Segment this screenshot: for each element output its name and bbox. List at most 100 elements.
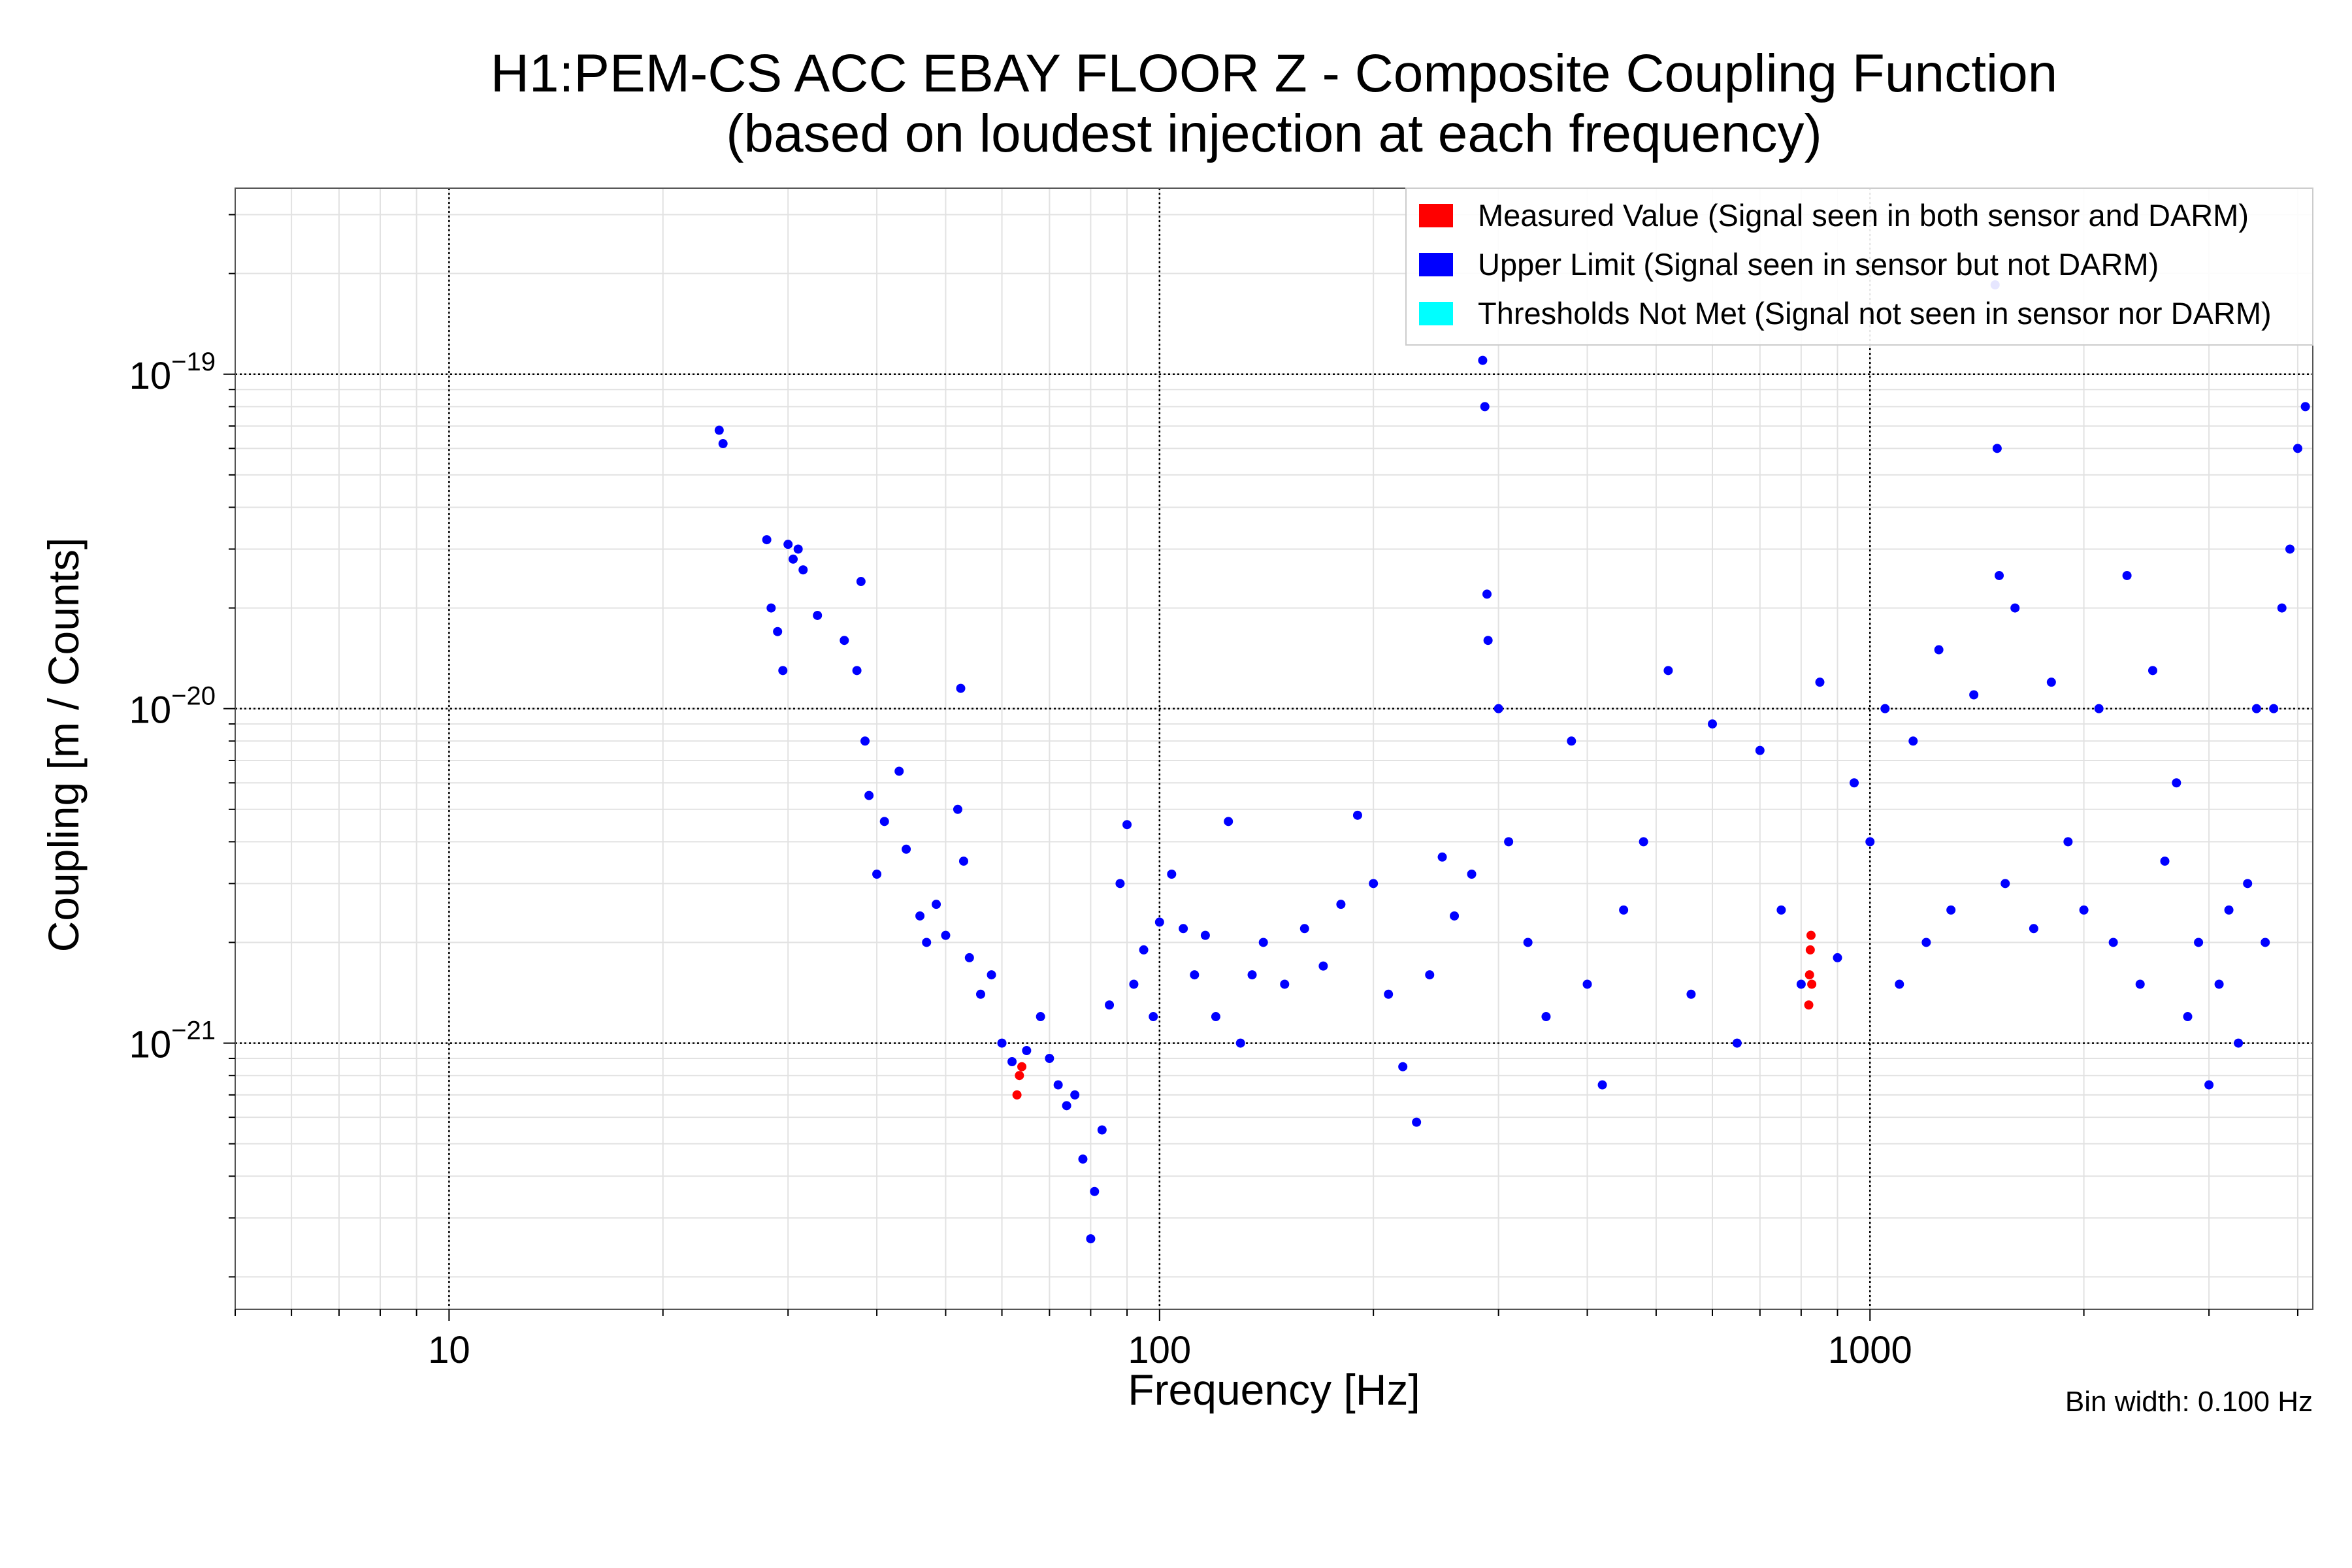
legend-swatch-measured — [1419, 204, 1453, 227]
chart-title-line-2: (based on loudest injection at each freq… — [726, 104, 1822, 163]
data-point — [2243, 879, 2253, 889]
grid-lines — [235, 188, 2313, 1309]
data-point — [1070, 1090, 1080, 1100]
data-point — [1483, 636, 1493, 645]
data-point — [1833, 953, 1842, 962]
data-point — [718, 439, 728, 449]
data-point — [1776, 905, 1786, 915]
data-point — [1086, 1234, 1096, 1244]
data-point — [1022, 1045, 1032, 1055]
x-tick-label: 1000 — [1828, 1329, 1912, 1371]
data-point — [1946, 905, 1956, 915]
data-point — [1523, 938, 1533, 947]
data-point — [1865, 837, 1875, 847]
data-point — [2122, 570, 2132, 580]
data-point — [852, 666, 862, 676]
data-point — [2160, 857, 2170, 866]
data-point — [778, 666, 788, 676]
data-point — [1012, 1090, 1022, 1100]
data-point — [1015, 1071, 1024, 1081]
data-point — [2234, 1038, 2244, 1048]
data-point — [1167, 869, 1177, 879]
data-point — [1336, 900, 1346, 909]
legend: Measured Value (Signal seen in both sens… — [1405, 188, 2313, 346]
data-point — [1895, 979, 1904, 989]
data-point — [2285, 544, 2295, 554]
y-tick-label: 10−20 — [129, 682, 216, 732]
data-point — [1969, 690, 1979, 700]
data-point — [2108, 938, 2118, 947]
data-point — [2079, 905, 2089, 915]
data-point — [1097, 1125, 1107, 1135]
data-point — [1597, 1080, 1607, 1090]
data-point — [1105, 1000, 1115, 1010]
data-point — [2300, 402, 2310, 412]
data-point — [1934, 645, 1944, 655]
data-point — [1850, 778, 1859, 788]
data-point — [2010, 603, 2020, 613]
y-tick-label: 10−19 — [129, 348, 216, 397]
data-point — [1805, 970, 1814, 980]
data-point — [1921, 938, 1931, 947]
data-point — [1139, 945, 1149, 955]
data-point — [1017, 1062, 1027, 1071]
x-axis-label: Frequency [Hz] — [1128, 1365, 1420, 1414]
data-point — [1480, 402, 1490, 412]
data-point — [964, 953, 974, 962]
data-point — [872, 869, 882, 879]
data-point — [864, 791, 874, 800]
data-point — [2214, 979, 2224, 989]
data-point — [958, 857, 968, 866]
data-point — [1190, 970, 1200, 980]
data-point — [1062, 1101, 1071, 1111]
data-point — [1804, 1000, 1814, 1010]
data-point — [1805, 945, 1815, 955]
chart-title-line-1: H1:PEM-CS ACC EBAY FLOOR Z - Composite C… — [491, 44, 2058, 103]
data-point — [894, 766, 904, 776]
data-point — [860, 736, 870, 746]
x-axis-ticks: 10 100 1000 — [235, 1309, 2298, 1371]
data-point — [1619, 905, 1629, 915]
data-point — [1036, 1012, 1045, 1022]
data-point — [1806, 930, 1816, 940]
data-point — [2277, 603, 2287, 613]
data-point — [1467, 869, 1477, 879]
data-point — [941, 930, 951, 940]
legend-swatch-upper-limit — [1419, 253, 1453, 276]
data-point — [1994, 570, 2004, 580]
data-point — [2183, 1012, 2193, 1022]
legend-label-upper-limit: Upper Limit (Signal seen in sensor but n… — [1478, 247, 2159, 282]
data-point — [1280, 979, 1290, 989]
data-point — [1450, 911, 1460, 921]
data-point — [1115, 879, 1125, 889]
data-point — [1352, 810, 1362, 820]
data-point — [953, 804, 962, 814]
data-point — [773, 627, 783, 636]
data-point — [1880, 704, 1890, 713]
data-point — [2269, 704, 2279, 713]
legend-label-thresholds-not-met: Thresholds Not Met (Signal not seen in s… — [1478, 296, 2272, 331]
data-point — [1129, 979, 1139, 989]
data-point — [1045, 1054, 1054, 1064]
data-point — [987, 970, 996, 980]
data-point — [1053, 1080, 1063, 1090]
data-point — [1639, 837, 1648, 847]
data-point — [1478, 355, 1488, 365]
data-point — [1504, 837, 1514, 847]
data-point — [2194, 938, 2204, 947]
plot-area-frame — [235, 188, 2313, 1310]
data-point — [1258, 938, 1268, 947]
data-point — [1708, 719, 1718, 729]
data-point — [1078, 1154, 1088, 1164]
data-point — [2046, 678, 2056, 687]
data-point — [840, 636, 849, 645]
data-point — [1663, 666, 1673, 676]
data-point — [762, 535, 772, 545]
data-point — [879, 817, 889, 826]
y-tick-label: 10−21 — [129, 1017, 216, 1066]
data-point — [1154, 917, 1164, 927]
y-axis-ticks: 10−21 10−20 10−19 — [129, 214, 235, 1278]
data-point — [2172, 778, 2181, 788]
data-point — [1437, 852, 1447, 862]
